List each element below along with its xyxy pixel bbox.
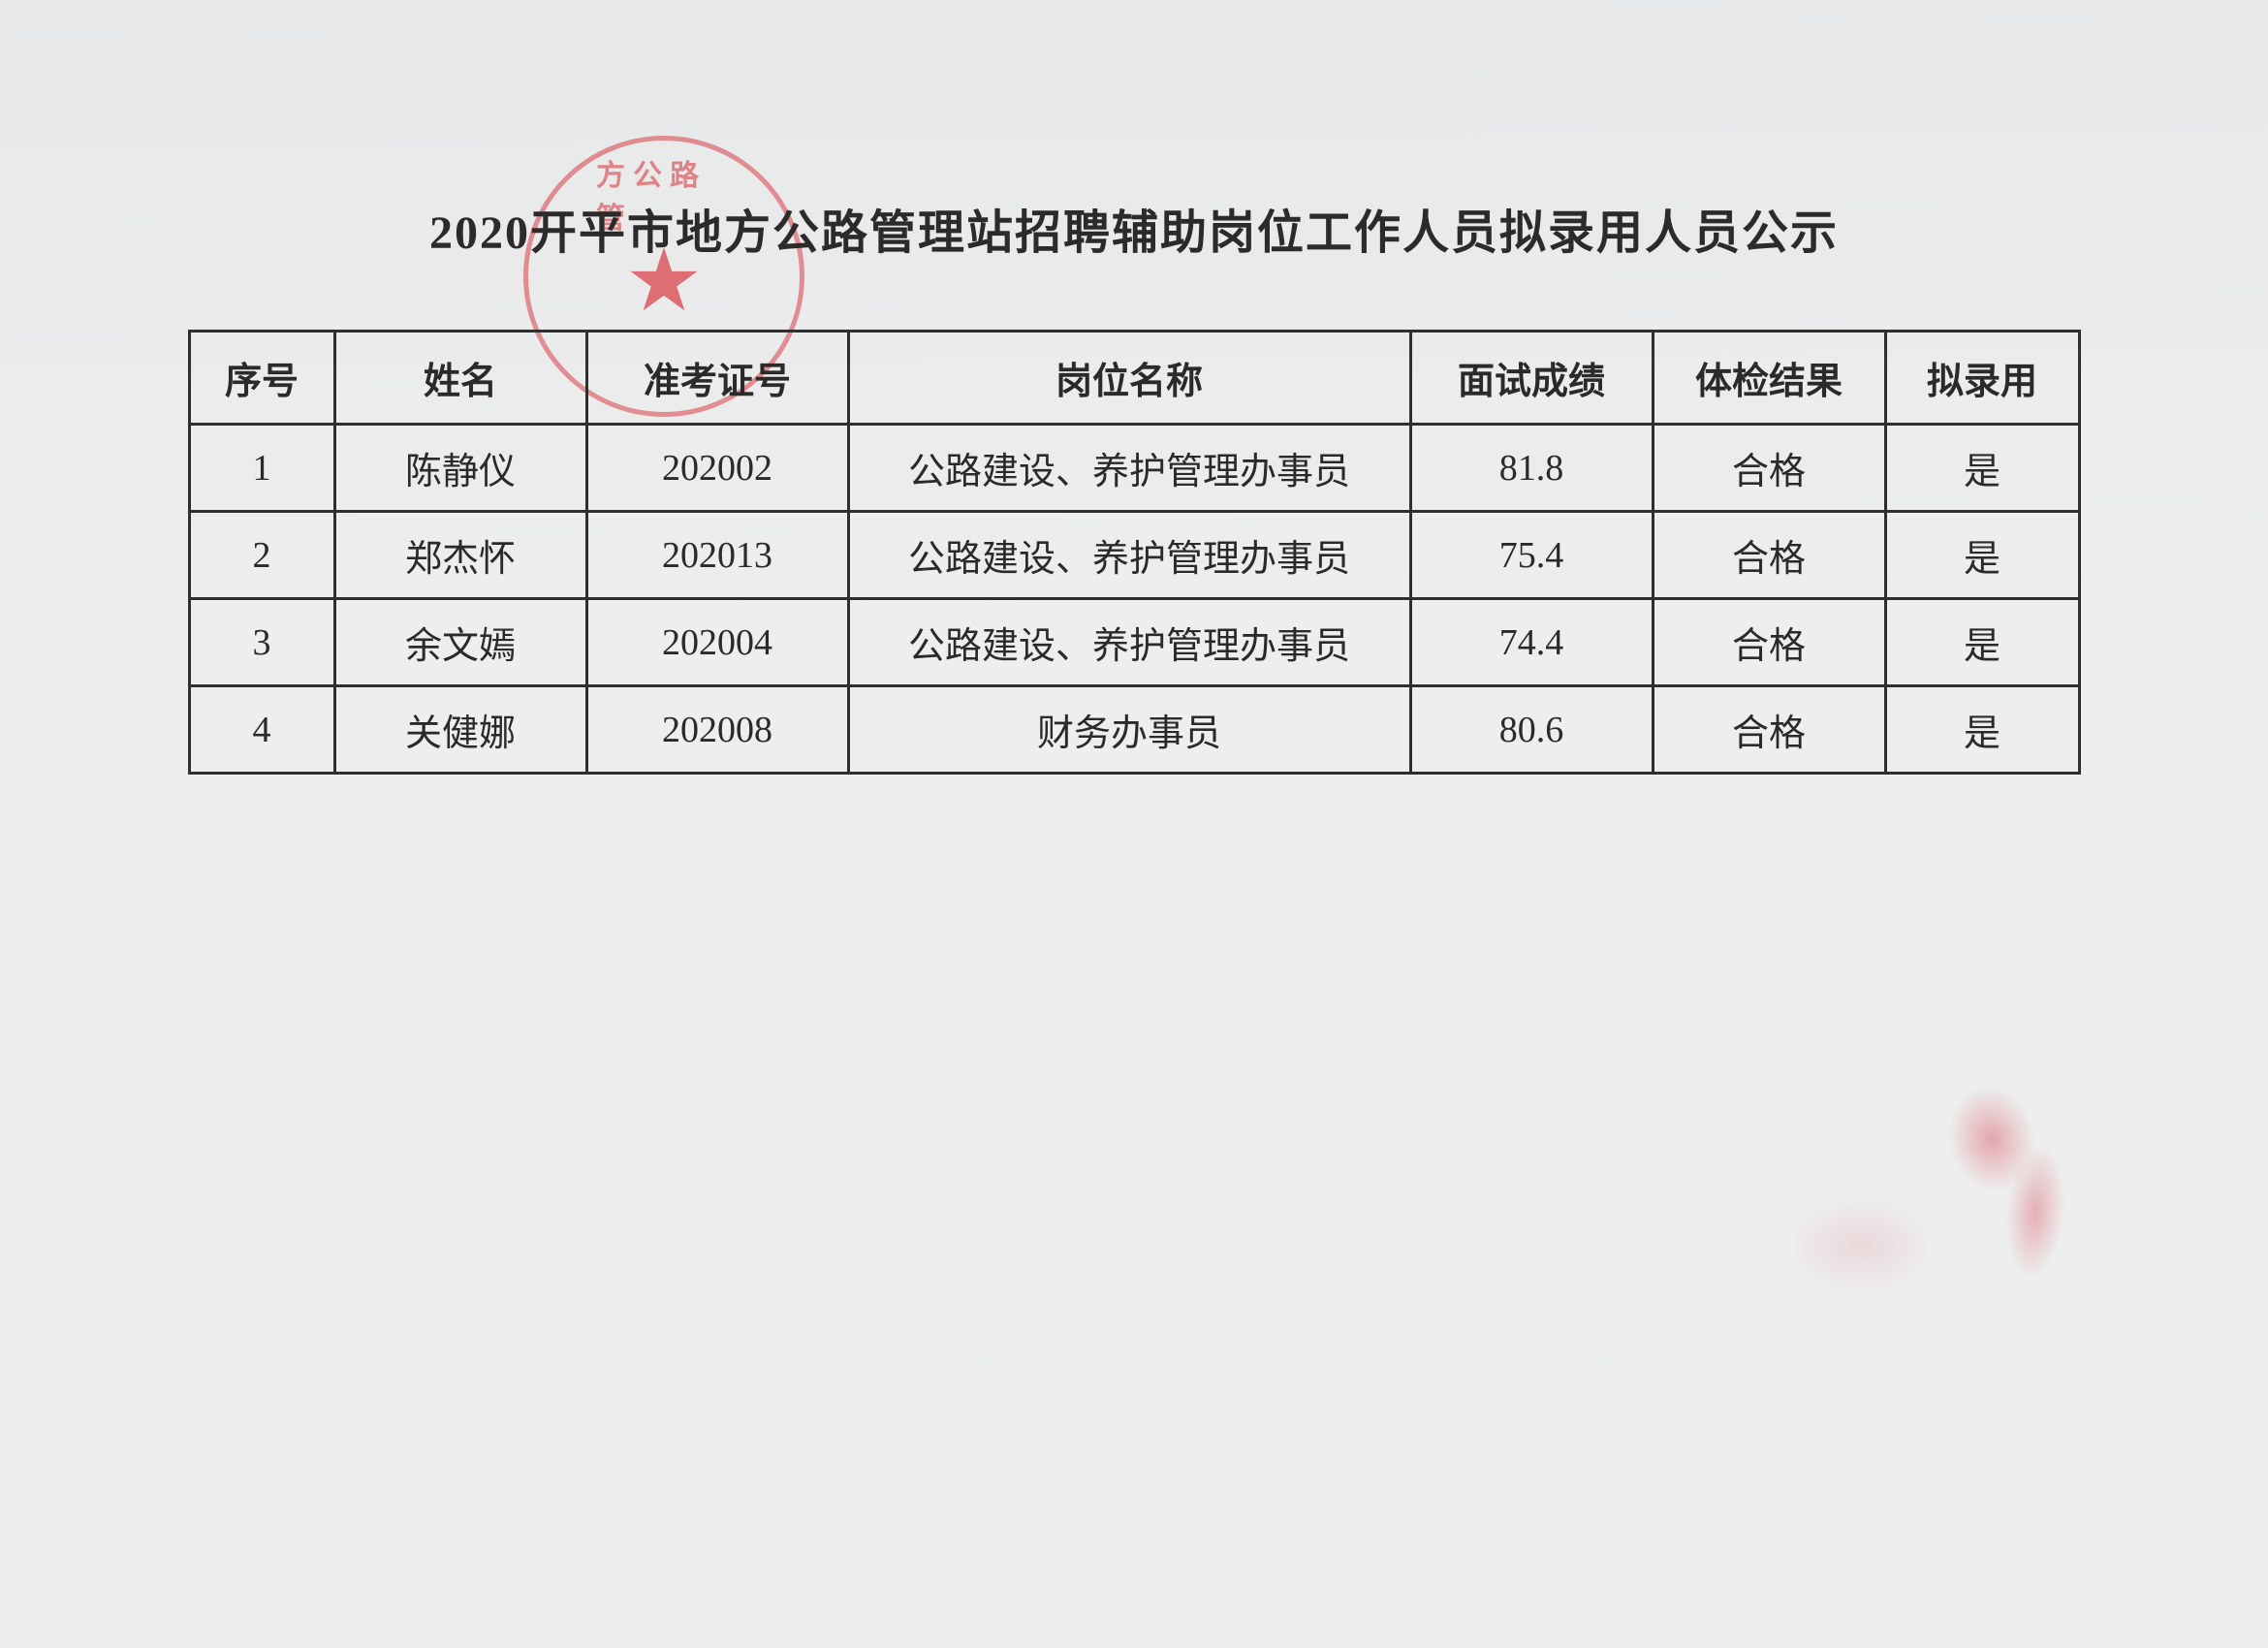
ink-smudge <box>1754 1086 2064 1338</box>
cell-seq: 3 <box>189 599 334 686</box>
smudge-blob <box>2000 1142 2070 1283</box>
table-header-row: 序号 姓名 准考证号 岗位名称 面试成绩 体检结果 拟录用 <box>189 332 2079 425</box>
document-page: 方公路管 ★ 2020开平市地方公路管理站招聘辅助岗位工作人员拟录用人员公示 序… <box>0 0 2268 1648</box>
cell-score: 75.4 <box>1410 512 1653 599</box>
cell-hired: 是 <box>1885 686 2079 774</box>
page-title: 2020开平市地方公路管理站招聘辅助岗位工作人员拟录用人员公示 <box>0 194 2268 262</box>
cell-physical: 合格 <box>1653 686 1885 774</box>
cell-position: 公路建设、养护管理办事员 <box>848 512 1410 599</box>
cell-name: 余文嫣 <box>334 599 586 686</box>
cell-hired: 是 <box>1885 425 2079 512</box>
cell-name: 关健娜 <box>334 686 586 774</box>
cell-examno: 202013 <box>586 512 848 599</box>
cell-score: 80.6 <box>1410 686 1653 774</box>
col-header-seq: 序号 <box>189 332 334 425</box>
col-header-score: 面试成绩 <box>1410 332 1653 425</box>
col-header-physical: 体检结果 <box>1653 332 1885 425</box>
cell-hired: 是 <box>1885 599 2079 686</box>
cell-score: 74.4 <box>1410 599 1653 686</box>
cell-position: 公路建设、养护管理办事员 <box>848 599 1410 686</box>
cell-name: 陈静仪 <box>334 425 586 512</box>
table-row: 2 郑杰怀 202013 公路建设、养护管理办事员 75.4 合格 是 <box>189 512 2079 599</box>
cell-seq: 1 <box>189 425 334 512</box>
cell-score: 81.8 <box>1410 425 1653 512</box>
col-header-examno: 准考证号 <box>586 332 848 425</box>
cell-examno: 202008 <box>586 686 848 774</box>
cell-hired: 是 <box>1885 512 2079 599</box>
cell-physical: 合格 <box>1653 599 1885 686</box>
col-header-position: 岗位名称 <box>848 332 1410 425</box>
table-row: 3 余文嫣 202004 公路建设、养护管理办事员 74.4 合格 是 <box>189 599 2079 686</box>
table-row: 1 陈静仪 202002 公路建设、养护管理办事员 81.8 合格 是 <box>189 425 2079 512</box>
cell-examno: 202004 <box>586 599 848 686</box>
col-header-name: 姓名 <box>334 332 586 425</box>
col-header-hired: 拟录用 <box>1885 332 2079 425</box>
cell-examno: 202002 <box>586 425 848 512</box>
smudge-blob <box>1793 1202 1929 1289</box>
cell-position: 公路建设、养护管理办事员 <box>848 425 1410 512</box>
candidates-table: 序号 姓名 准考证号 岗位名称 面试成绩 体检结果 拟录用 1 陈静仪 2020… <box>188 330 2081 775</box>
cell-physical: 合格 <box>1653 512 1885 599</box>
cell-seq: 2 <box>189 512 334 599</box>
cell-name: 郑杰怀 <box>334 512 586 599</box>
smudge-blob <box>1938 1078 2046 1200</box>
cell-physical: 合格 <box>1653 425 1885 512</box>
table-row: 4 关健娜 202008 财务办事员 80.6 合格 是 <box>189 686 2079 774</box>
cell-seq: 4 <box>189 686 334 774</box>
cell-position: 财务办事员 <box>848 686 1410 774</box>
